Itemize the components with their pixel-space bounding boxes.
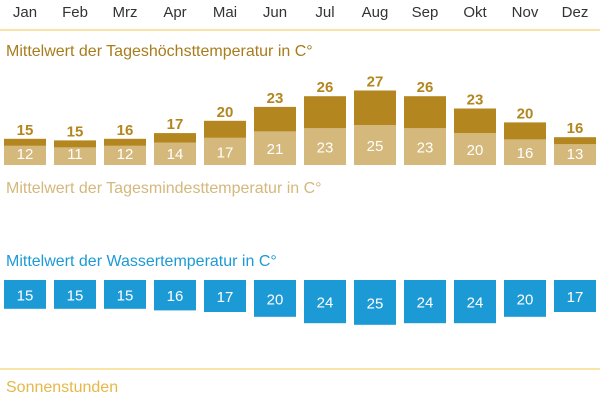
water-temp-bar — [304, 280, 346, 324]
month-axis: Jan Feb Mrz Apr Mai Jun Jul Aug Sep Okt Nov Dez — [13, 4, 588, 21]
high-temp-value: 23 — [467, 92, 484, 109]
water-temp-bar — [404, 280, 446, 324]
water-temp-value: 15 — [67, 287, 84, 304]
high-temp-bar — [104, 138, 146, 146]
low-temp-bar — [554, 144, 596, 165]
water-temp-bars: 15 15 15 16 17 20 24 25 24 24 20 17 — [4, 280, 596, 325]
water-temp-value: 15 — [17, 287, 34, 304]
low-temp-value: 12 — [17, 146, 34, 163]
high-temp-value: 15 — [67, 123, 84, 140]
high-temp-value: 20 — [217, 104, 234, 121]
high-temp-bar — [254, 106, 296, 132]
high-temp-bar — [404, 96, 446, 129]
water-temp-bar — [154, 280, 196, 311]
low-temp-bar — [254, 131, 296, 165]
water-temp-bar — [554, 280, 596, 312]
month-label: Okt — [463, 4, 487, 21]
high-temp-value: 16 — [117, 122, 134, 139]
high-temp-bar — [54, 140, 96, 148]
month-label: Apr — [163, 4, 186, 21]
low-temp-bar — [204, 137, 246, 165]
month-label: Sep — [412, 4, 439, 21]
month-label: Feb — [62, 4, 88, 21]
water-temp-value: 20 — [267, 291, 284, 308]
month-label: Dez — [562, 4, 589, 21]
high-temp-value: 16 — [567, 120, 584, 137]
month-label: Jan — [13, 4, 37, 21]
low-temp-value: 14 — [167, 146, 184, 163]
water-temp-bar — [454, 280, 496, 324]
low-temp-value: 13 — [567, 146, 584, 163]
low-temp-value: 11 — [67, 146, 83, 163]
water-temp-title: Mittelwert der Wassertemperatur in C° — [6, 253, 277, 270]
high-temp-value: 27 — [367, 74, 384, 91]
water-temp-bar — [254, 280, 296, 317]
water-temp-value: 15 — [117, 287, 134, 304]
month-label: Jul — [315, 4, 334, 21]
high-temp-title: Mittelwert der Tageshöchsttemperatur in … — [6, 43, 313, 60]
low-temp-value: 21 — [267, 141, 284, 158]
water-temp-bar — [4, 280, 46, 309]
low-temp-bar — [304, 128, 346, 165]
low-temp-bar — [4, 145, 46, 165]
high-temp-bar — [454, 108, 496, 133]
high-temp-bar — [304, 96, 346, 129]
month-label: Jun — [263, 4, 287, 21]
water-temp-value: 17 — [567, 289, 584, 306]
low-temp-bar — [454, 133, 496, 165]
low-temp-bar — [504, 139, 546, 165]
water-temp-value: 16 — [167, 288, 184, 305]
high-temp-value: 26 — [417, 79, 434, 96]
sunshine-title: Sonnenstunden — [6, 379, 118, 396]
high-temp-bar — [504, 122, 546, 140]
month-label: Nov — [512, 4, 539, 21]
low-temp-value: 25 — [367, 138, 384, 155]
high-temp-bar — [554, 137, 596, 145]
month-label: Aug — [362, 4, 389, 21]
water-temp-bar — [504, 280, 546, 317]
water-temp-value: 17 — [217, 289, 234, 306]
high-temp-bar — [204, 120, 246, 138]
low-temp-value: 20 — [467, 142, 484, 159]
high-temp-bar — [154, 133, 196, 143]
low-temp-value: 23 — [317, 140, 334, 157]
water-temp-bar — [354, 280, 396, 325]
high-temp-value: 20 — [517, 105, 534, 122]
water-temp-value: 24 — [417, 295, 434, 312]
water-temp-value: 20 — [517, 291, 534, 308]
low-temp-bar — [404, 128, 446, 165]
water-temp-bar — [54, 280, 96, 309]
low-temp-title: Mittelwert der Tagesmindesttemperatur in… — [6, 180, 322, 197]
low-temp-bar — [154, 142, 196, 165]
water-temp-value: 24 — [467, 295, 484, 312]
high-temp-value: 23 — [267, 90, 284, 107]
high-temp-value: 15 — [17, 122, 34, 139]
low-temp-value: 23 — [417, 140, 434, 157]
high-temp-bar — [4, 138, 46, 146]
low-temp-value: 16 — [517, 145, 534, 162]
high-temp-value: 26 — [317, 79, 334, 96]
air-temp-bars: 15 12 15 11 16 12 17 14 20 17 23 21 26 23 27 25 26 23 23 20… — [4, 74, 596, 165]
water-temp-bar — [104, 280, 146, 309]
low-temp-value: 12 — [117, 146, 134, 163]
high-temp-bar — [354, 90, 396, 125]
water-temp-bar — [204, 280, 246, 312]
water-temp-value: 25 — [367, 295, 384, 312]
water-temp-value: 24 — [317, 295, 334, 312]
high-temp-value: 17 — [167, 116, 184, 133]
low-temp-bar — [354, 125, 396, 165]
month-label: Mai — [213, 4, 237, 21]
low-temp-bar — [54, 147, 96, 165]
month-label: Mrz — [113, 4, 138, 21]
low-temp-value: 17 — [217, 144, 234, 161]
low-temp-bar — [104, 145, 146, 165]
